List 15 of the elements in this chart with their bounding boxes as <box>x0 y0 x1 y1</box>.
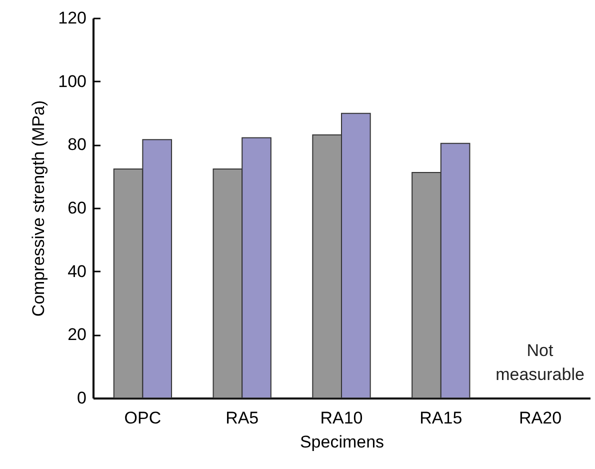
y-axis-title: Compressive strength (MPa) <box>29 100 48 317</box>
x-axis-title: Specimens <box>300 432 384 452</box>
y-tick-label: 20 <box>68 325 86 344</box>
x-tick-label: RA20 <box>519 408 562 428</box>
y-tick-label: 40 <box>68 262 86 281</box>
y-tick-label: 100 <box>58 72 86 91</box>
y-tick-label: 120 <box>58 8 86 28</box>
y-tick-label: 0 <box>77 388 86 408</box>
y-tick-label: 60 <box>68 198 86 218</box>
annotation: Not measurable <box>496 341 584 384</box>
y-tick-label: 80 <box>68 135 86 154</box>
x-tick-label: RA5 <box>226 408 259 428</box>
x-tick-label: RA10 <box>320 408 363 428</box>
x-tick-label: RA15 <box>420 408 462 428</box>
x-tick-label: OPC <box>124 408 162 428</box>
